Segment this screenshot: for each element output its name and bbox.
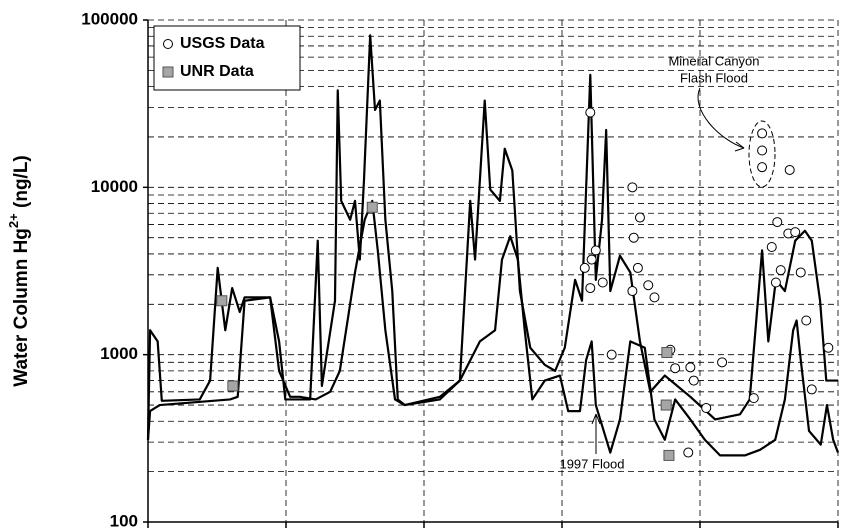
annotation-text: 1997 Flood [559, 456, 624, 471]
usgs-marker [585, 283, 596, 294]
arrow-head [734, 141, 745, 152]
flood-ellipse [748, 120, 776, 188]
y-label-main: Water Column Hg [11, 228, 32, 387]
usgs-marker [823, 342, 834, 353]
usgs-marker [163, 39, 173, 49]
usgs-marker [627, 182, 638, 193]
usgs-marker [597, 277, 608, 288]
usgs-marker [670, 363, 681, 374]
legend-label: UNR Data [180, 63, 254, 80]
usgs-marker [688, 375, 699, 386]
y-tick-label: 1000 [100, 344, 138, 363]
usgs-marker [628, 232, 639, 243]
y-tick-label: 100000 [81, 9, 138, 28]
unr-marker [162, 66, 174, 78]
usgs-marker [795, 267, 806, 278]
usgs-marker [801, 315, 812, 326]
legend-label: USGS Data [180, 35, 265, 52]
usgs-marker [770, 277, 781, 288]
annotation-text: Mineral Canyon [668, 53, 759, 68]
y-axis-label: Water Column Hg2+ (ng/L) [6, 155, 32, 387]
unr-marker [660, 399, 672, 411]
unr-marker [216, 295, 228, 307]
usgs-marker [748, 393, 759, 404]
unr-marker [661, 347, 673, 359]
usgs-marker [790, 227, 801, 238]
usgs-marker [586, 254, 597, 265]
usgs-marker [775, 265, 786, 276]
usgs-marker [632, 262, 643, 273]
usgs-marker [757, 128, 768, 139]
model-line [146, 34, 838, 440]
model-line [146, 199, 840, 457]
usgs-marker [685, 362, 696, 373]
unr-marker [227, 380, 239, 392]
y-label-unit: (ng/L) [11, 155, 32, 213]
usgs-marker [585, 107, 596, 118]
usgs-marker [643, 280, 654, 291]
usgs-marker [683, 447, 694, 458]
usgs-marker [590, 245, 601, 256]
usgs-marker [627, 286, 638, 297]
usgs-marker [701, 403, 712, 414]
legend-box [153, 25, 301, 91]
usgs-marker [717, 357, 728, 368]
usgs-marker [757, 145, 768, 156]
usgs-marker [772, 217, 783, 228]
usgs-marker [766, 241, 777, 252]
y-tick-label: 10000 [91, 177, 138, 196]
arrow-head [591, 413, 601, 425]
unr-marker [366, 201, 378, 213]
usgs-marker [806, 384, 817, 395]
annotation-arrow [697, 87, 745, 149]
usgs-marker [757, 162, 768, 173]
usgs-marker [634, 212, 645, 223]
usgs-marker [784, 164, 795, 175]
unr-marker [663, 449, 675, 461]
annotation-text: Flash Flood [680, 70, 748, 85]
y-tick-label: 100 [110, 511, 138, 530]
usgs-marker [649, 292, 660, 303]
usgs-marker [606, 349, 617, 360]
usgs-marker [579, 262, 590, 273]
y-label-sup: 2+ [6, 213, 21, 228]
